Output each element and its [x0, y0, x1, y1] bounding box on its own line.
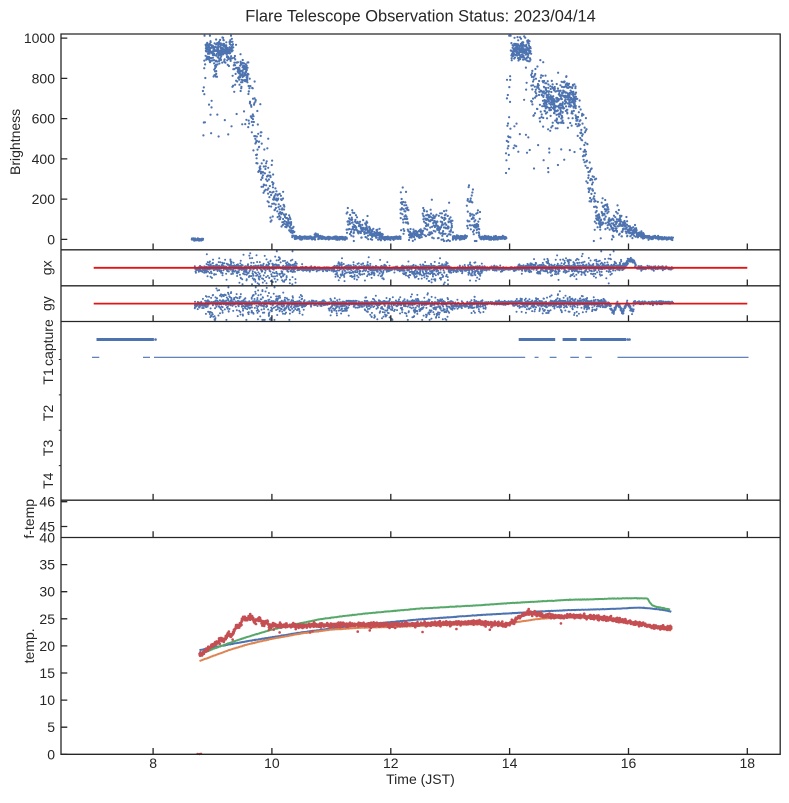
svg-text:temp.: temp. [21, 628, 37, 663]
svg-text:200: 200 [32, 191, 56, 207]
svg-text:35: 35 [39, 557, 55, 573]
svg-text:T1: T1 [40, 368, 56, 385]
svg-text:25: 25 [39, 611, 55, 627]
svg-text:f-temp: f-temp [21, 499, 37, 539]
svg-text:46: 46 [39, 494, 55, 510]
svg-text:800: 800 [32, 70, 56, 86]
svg-text:10: 10 [39, 692, 55, 708]
svg-text:Flare Telescope Observation St: Flare Telescope Observation Status: 2023… [245, 8, 596, 26]
svg-text:20: 20 [39, 638, 55, 654]
svg-text:15: 15 [39, 665, 55, 681]
svg-text:gy: gy [39, 296, 55, 311]
svg-text:18: 18 [740, 755, 756, 771]
svg-text:16: 16 [621, 755, 637, 771]
svg-text:Time (JST): Time (JST) [386, 771, 455, 787]
svg-text:5: 5 [47, 719, 55, 735]
svg-text:0: 0 [47, 746, 55, 762]
svg-text:30: 30 [39, 584, 55, 600]
svg-text:40: 40 [39, 530, 55, 546]
svg-text:T2: T2 [40, 405, 56, 422]
svg-text:10: 10 [264, 755, 280, 771]
svg-text:0: 0 [47, 231, 55, 247]
svg-text:600: 600 [32, 111, 56, 127]
svg-text:400: 400 [32, 151, 56, 167]
svg-text:Brightness: Brightness [7, 109, 23, 175]
svg-text:14: 14 [502, 755, 518, 771]
svg-text:T3: T3 [40, 440, 56, 457]
svg-text:gx: gx [39, 260, 55, 275]
svg-text:capture: capture [40, 319, 56, 366]
svg-text:45: 45 [39, 519, 55, 535]
svg-text:8: 8 [149, 755, 157, 771]
svg-text:12: 12 [383, 755, 399, 771]
svg-text:1000: 1000 [24, 30, 55, 46]
svg-text:T4: T4 [40, 472, 56, 489]
